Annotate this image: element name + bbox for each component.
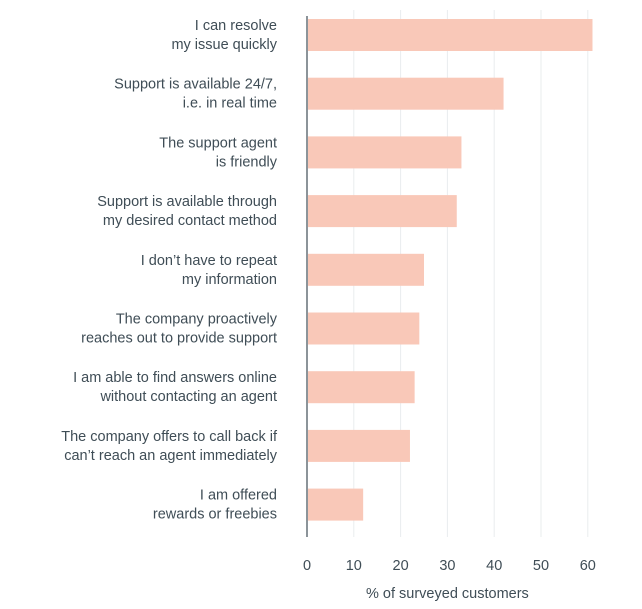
x-tick-label: 0 — [303, 558, 311, 574]
bar — [308, 19, 593, 51]
category-label-line: I am offered — [200, 488, 277, 504]
category-label-line: without contacting an agent — [99, 389, 277, 405]
x-tick-label: 40 — [486, 558, 502, 574]
category-label-line: I don’t have to repeat — [141, 253, 277, 269]
category-label: I don’t have to repeat my information — [141, 253, 277, 288]
category-label-line: is friendly — [216, 154, 278, 170]
category-label-line: The support agent — [159, 135, 277, 151]
category-label-line: my information — [182, 272, 277, 288]
bar — [308, 371, 415, 404]
category-label: I am offered rewards or freebies — [153, 488, 277, 523]
category-label-line: I can resolve — [195, 18, 277, 34]
category-label: The support agent is friendly — [159, 135, 277, 170]
category-labels: I can resolve my issue quickly Support is … — [61, 18, 278, 523]
category-label: Support is available 24/7, i.e. in real t… — [114, 77, 277, 112]
category-label-line: my issue quickly — [171, 37, 277, 53]
category-label-line: The company proactively — [116, 312, 278, 328]
x-tick-label: 60 — [580, 558, 596, 574]
category-label: The company proactively reaches out to pr… — [81, 312, 278, 347]
bar — [308, 253, 424, 286]
bars — [308, 19, 593, 521]
bar — [308, 312, 420, 345]
category-label-line: rewards or freebies — [153, 507, 277, 523]
category-label: The company offers to call back if can’t … — [61, 429, 278, 464]
x-tick-label: 30 — [439, 558, 455, 574]
x-tick-labels: 0 10 20 30 40 50 60 — [303, 558, 596, 574]
category-label: Support is available through my desired c… — [97, 194, 277, 229]
category-label-line: can’t reach an agent immediately — [64, 448, 278, 464]
bar — [308, 429, 410, 462]
category-label-line: reaches out to provide support — [81, 331, 277, 347]
x-axis-title: % of surveyed customers — [366, 586, 529, 602]
category-label: I am able to find answers online without … — [73, 370, 277, 405]
category-label-line: Support is available 24/7, — [114, 77, 277, 93]
bar — [308, 136, 462, 169]
category-label-line: The company offers to call back if — [61, 429, 278, 445]
x-tick-label: 10 — [346, 558, 362, 574]
bar — [308, 195, 457, 228]
bar — [308, 77, 504, 110]
category-label-line: Support is available through — [97, 194, 277, 210]
category-label: I can resolve my issue quickly — [171, 18, 277, 53]
bar — [308, 488, 364, 521]
category-label-line: my desired contact method — [103, 213, 277, 229]
x-tick-label: 50 — [533, 558, 549, 574]
x-tick-label: 20 — [393, 558, 409, 574]
category-label-line: I am able to find answers online — [73, 370, 277, 386]
category-label-line: i.e. in real time — [183, 96, 277, 112]
